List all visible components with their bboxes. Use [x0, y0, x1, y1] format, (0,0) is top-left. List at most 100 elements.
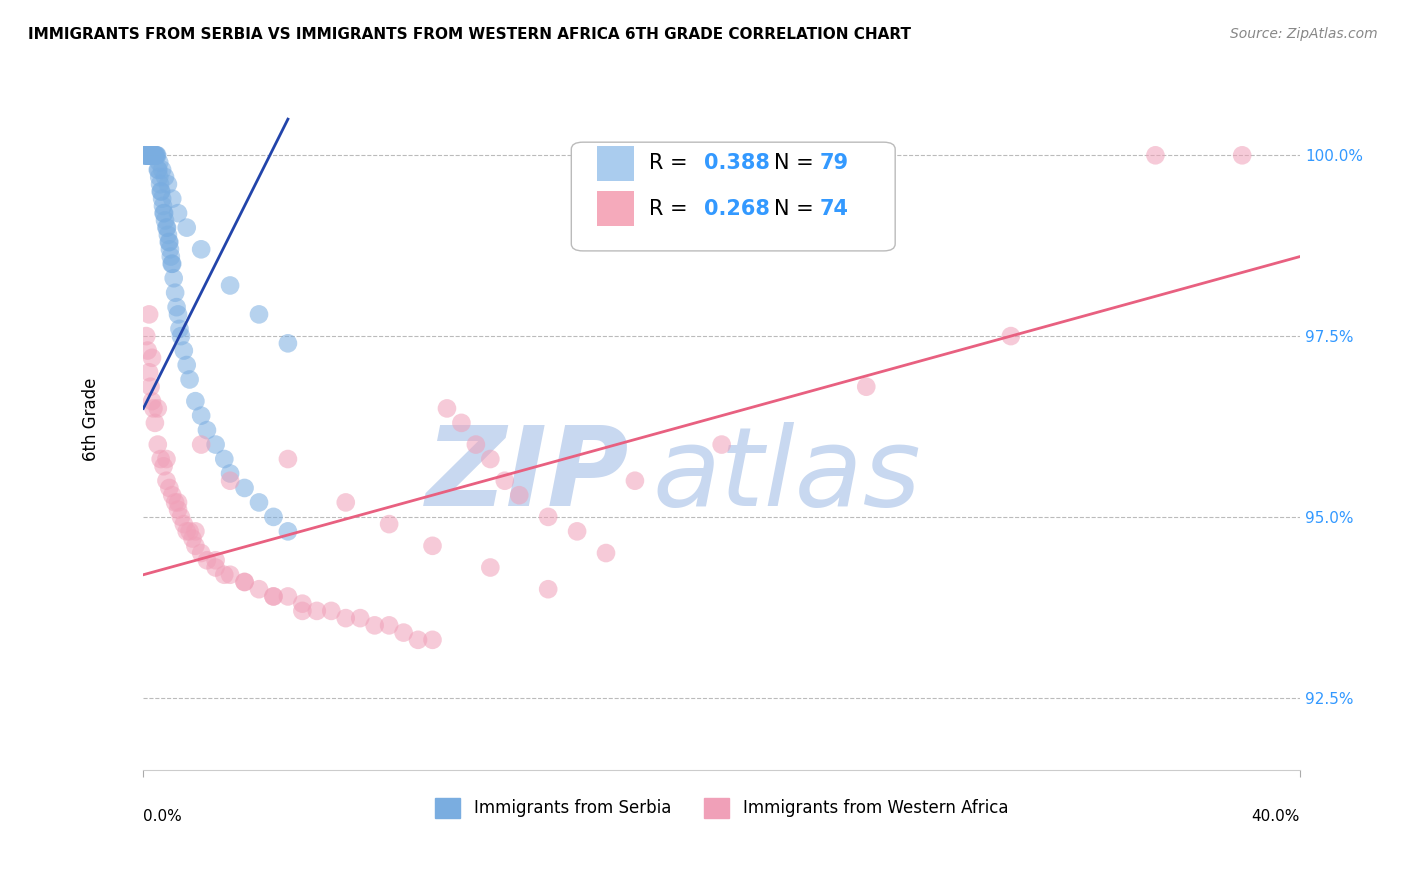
Point	[153, 213, 176, 227]
Point	[247, 495, 270, 509]
Point	[139, 380, 162, 394]
Point	[156, 178, 179, 192]
Point	[305, 604, 328, 618]
Point	[143, 148, 166, 162]
Point	[135, 329, 157, 343]
Point	[146, 401, 169, 416]
Point	[135, 148, 157, 162]
Point	[479, 452, 502, 467]
Point	[167, 307, 190, 321]
Point	[165, 495, 187, 509]
Point	[277, 336, 299, 351]
Point	[138, 148, 160, 162]
Point	[141, 148, 163, 162]
Point	[710, 437, 733, 451]
Point	[148, 162, 170, 177]
Point	[152, 199, 174, 213]
Point	[190, 546, 212, 560]
Point	[195, 553, 218, 567]
Point	[156, 227, 179, 242]
Text: ZIP: ZIP	[426, 422, 628, 529]
Point	[135, 148, 157, 162]
Point	[170, 509, 193, 524]
Point	[141, 351, 163, 365]
Point	[1000, 329, 1022, 343]
Point	[138, 148, 160, 162]
Point	[165, 285, 187, 300]
Point	[378, 517, 401, 532]
Point	[157, 481, 180, 495]
Point	[184, 394, 207, 409]
Point	[150, 185, 173, 199]
Text: R =: R =	[648, 153, 695, 173]
Point	[176, 220, 198, 235]
Point	[146, 148, 169, 162]
Point	[464, 437, 486, 451]
Point	[262, 590, 284, 604]
Text: N =: N =	[773, 153, 820, 173]
Point	[190, 437, 212, 451]
Point	[508, 488, 530, 502]
Point	[233, 574, 256, 589]
Point	[169, 322, 191, 336]
Point	[277, 452, 299, 467]
Point	[163, 271, 186, 285]
Point	[142, 148, 165, 162]
Point	[363, 618, 385, 632]
Point	[141, 394, 163, 409]
Point	[173, 517, 195, 532]
Point	[138, 148, 160, 162]
Point	[219, 474, 242, 488]
Point	[135, 148, 157, 162]
Point	[190, 242, 212, 256]
Point	[624, 474, 647, 488]
Point	[149, 185, 172, 199]
Text: 74: 74	[820, 199, 849, 219]
FancyBboxPatch shape	[571, 142, 896, 251]
Point	[855, 380, 877, 394]
Point	[406, 632, 429, 647]
Text: 79: 79	[820, 153, 849, 173]
Point	[378, 618, 401, 632]
Point	[135, 148, 157, 162]
Point	[142, 148, 165, 162]
Point	[173, 343, 195, 358]
Point	[142, 401, 165, 416]
Point	[162, 257, 184, 271]
Bar	[596, 191, 634, 227]
Point	[190, 409, 212, 423]
Point	[219, 278, 242, 293]
Point	[167, 206, 190, 220]
Point	[146, 437, 169, 451]
Point	[159, 250, 181, 264]
Point	[170, 329, 193, 343]
Point	[134, 148, 156, 162]
Point	[335, 495, 357, 509]
Point	[179, 524, 201, 539]
Point	[214, 567, 236, 582]
Point	[152, 459, 174, 474]
Point	[422, 539, 444, 553]
Point	[155, 474, 177, 488]
Point	[136, 343, 159, 358]
Point	[142, 148, 165, 162]
Point	[143, 148, 166, 162]
Point	[157, 235, 180, 249]
Point	[145, 148, 167, 162]
Point	[141, 148, 163, 162]
Point	[595, 546, 617, 560]
Text: 0.268: 0.268	[704, 199, 770, 219]
Point	[450, 416, 472, 430]
Point	[149, 452, 172, 467]
Point	[204, 560, 226, 574]
Point	[233, 574, 256, 589]
Point	[136, 148, 159, 162]
Point	[436, 401, 458, 416]
Bar	[596, 145, 634, 181]
Point	[291, 597, 314, 611]
Point	[219, 467, 242, 481]
Point	[176, 358, 198, 372]
Point	[148, 155, 170, 169]
Point	[146, 162, 169, 177]
Point	[335, 611, 357, 625]
